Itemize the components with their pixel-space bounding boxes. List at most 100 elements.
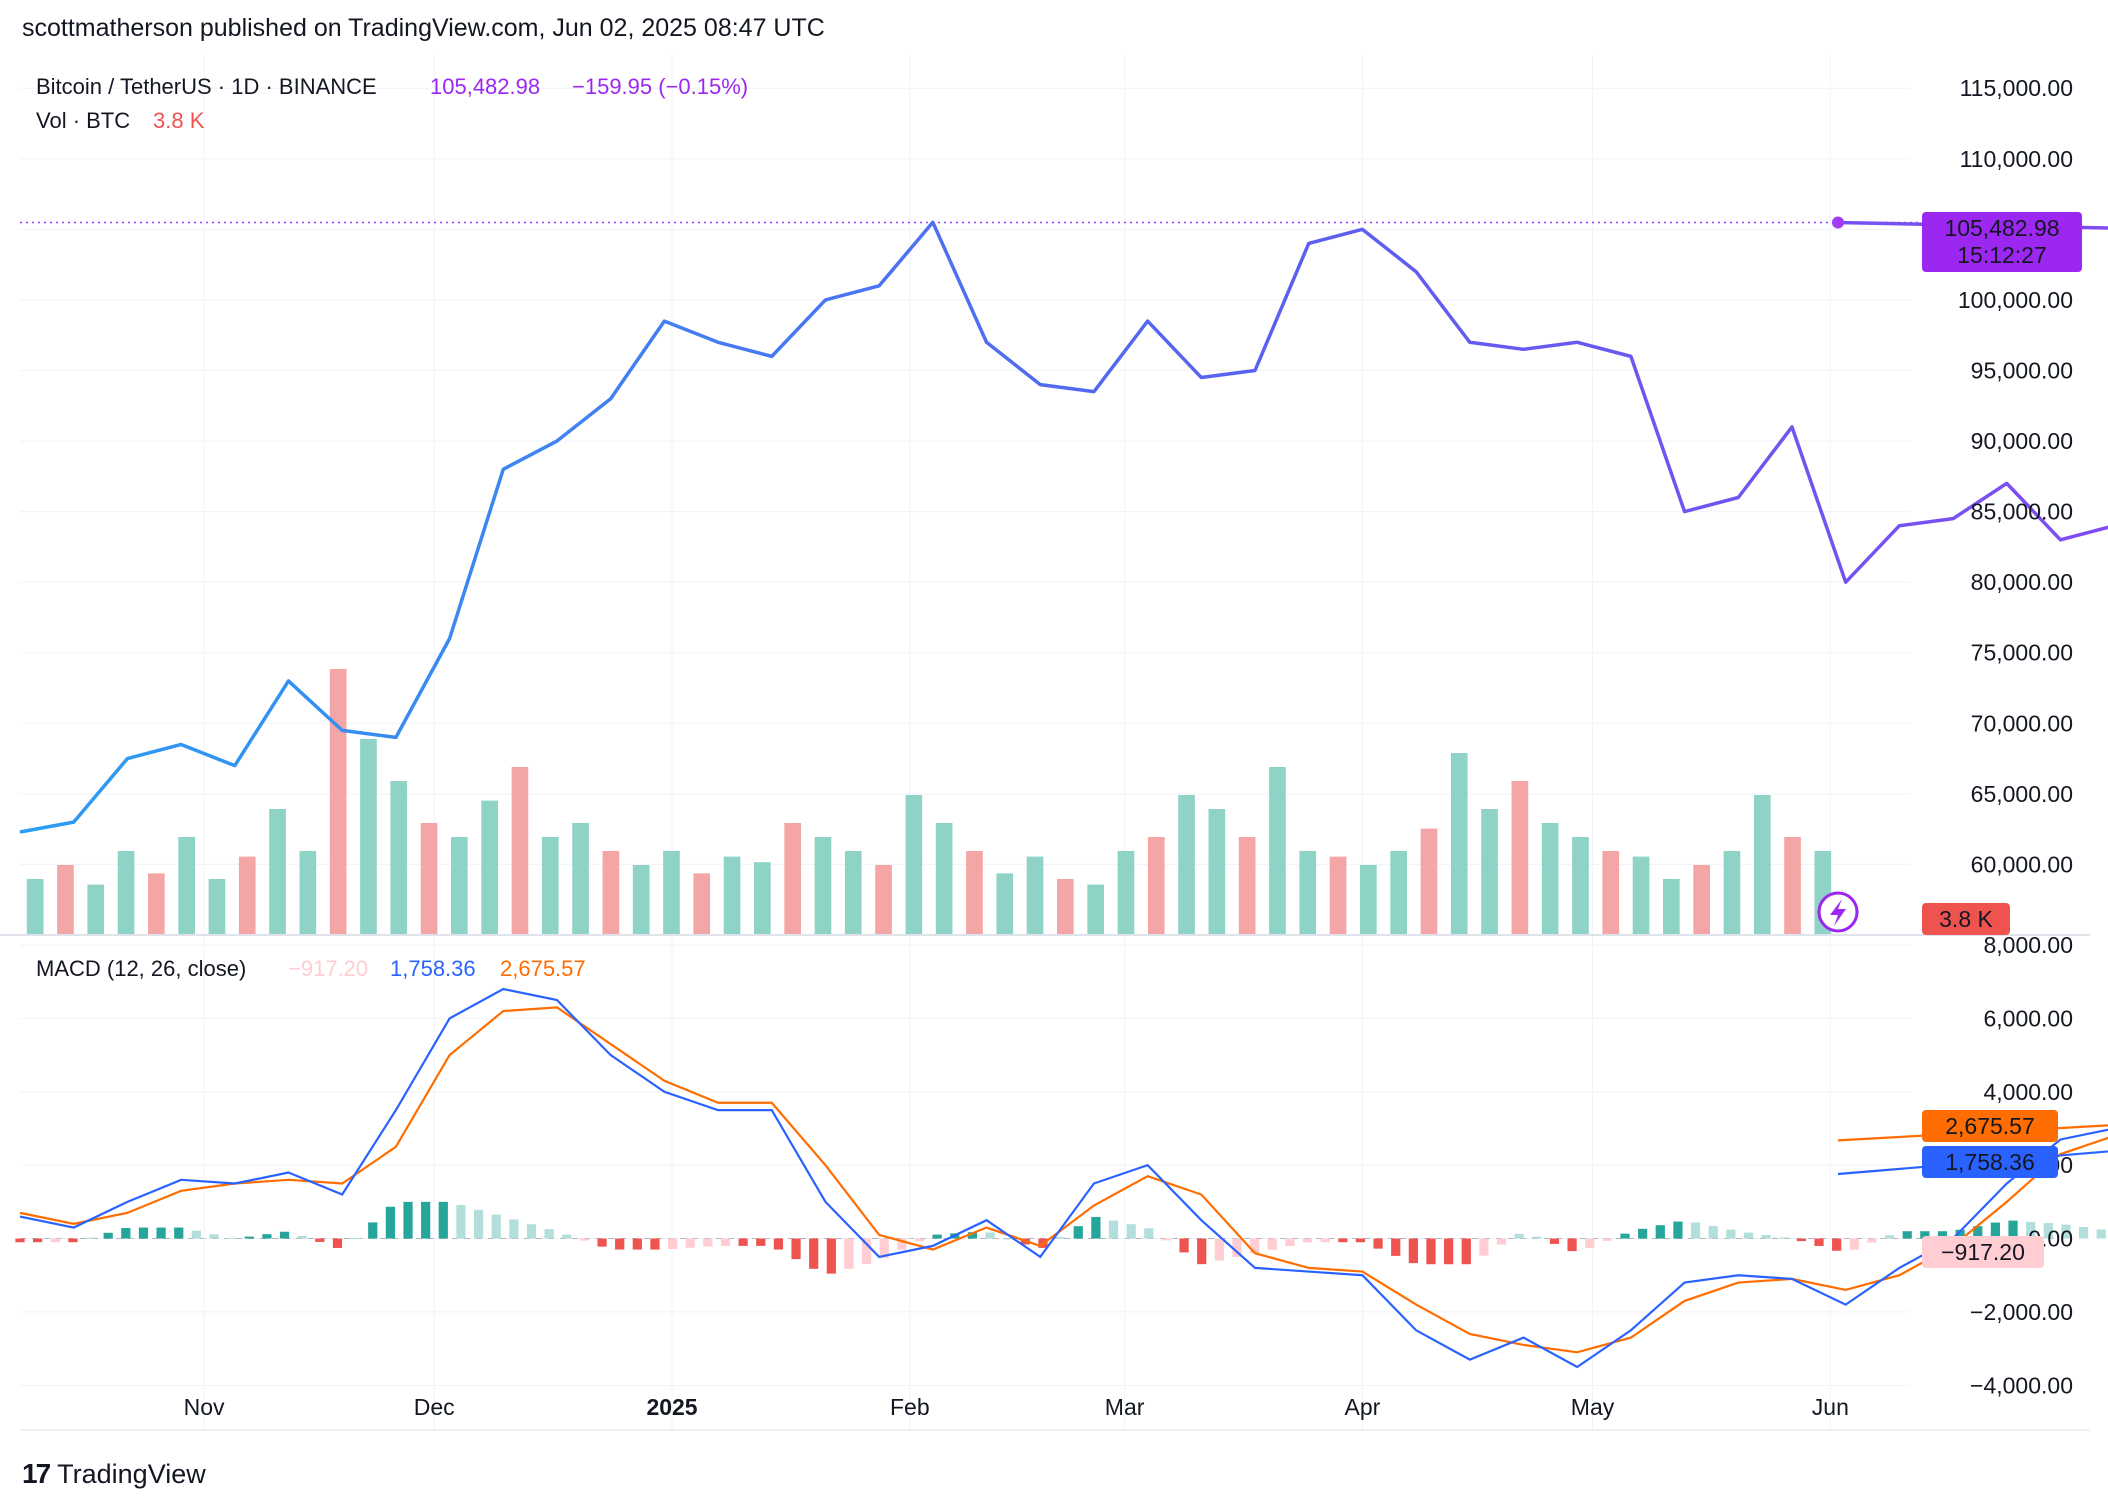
hist-badge-value: −917.20 — [1941, 1239, 2025, 1265]
macd-hist-bar — [1549, 1238, 1560, 1244]
macd-hist-bar — [1073, 1226, 1083, 1239]
macd-hist-bar — [156, 1227, 166, 1239]
date-tick-label: Nov — [184, 1394, 225, 1420]
macd-hist-bar — [421, 1201, 431, 1239]
volume-bar — [572, 823, 589, 935]
volume-bar — [1450, 753, 1468, 935]
volume-bar — [1390, 851, 1407, 935]
volume-bar — [481, 800, 498, 935]
macd-hist-bar — [403, 1201, 413, 1239]
macd-hist-bar — [350, 1238, 360, 1240]
macd-tick-label: 6,000.00 — [1983, 1005, 2073, 1031]
volume-bar — [1420, 828, 1438, 935]
tradingview-footer[interactable]: 17 TradingView — [22, 1458, 206, 1490]
tradingview-brand: TradingView — [57, 1458, 206, 1489]
macd-hist-bar — [1161, 1238, 1172, 1241]
macd-hist-bar — [1302, 1238, 1313, 1243]
date-tick-label: Feb — [890, 1394, 930, 1420]
macd-hist-bar — [1884, 1235, 1895, 1239]
volume-bar — [269, 809, 286, 935]
macd-hist-bar — [385, 1206, 395, 1239]
volume-bar — [1208, 809, 1226, 935]
macd-hist-value: −917.20 — [288, 956, 368, 981]
macd-hist-bar — [1761, 1235, 1771, 1239]
macd-hist-bar — [1708, 1226, 1718, 1239]
date-tick-label: Dec — [414, 1394, 455, 1420]
macd-hist-bar — [456, 1204, 466, 1239]
volume-bar — [87, 884, 105, 935]
macd-hist-bar — [33, 1238, 43, 1243]
macd-hist-bar — [1814, 1238, 1824, 1246]
macd-hist-bar — [597, 1238, 607, 1247]
macd-line — [19, 987, 2108, 1369]
volume-bar — [1511, 781, 1529, 935]
macd-hist-bar — [2061, 1224, 2071, 1239]
volume-badge-value: 3.8 K — [1939, 906, 1993, 932]
grid — [20, 55, 2060, 1430]
macd-hist-bar — [791, 1238, 801, 1260]
macd-signal-value: 2,675.57 — [500, 956, 586, 981]
volume-bar — [1481, 809, 1498, 935]
macd-hist-bar — [738, 1238, 748, 1246]
macd-tick-label: −4,000.00 — [1970, 1372, 2073, 1398]
macd-hist-bar — [491, 1214, 501, 1239]
volume-bar — [360, 739, 377, 935]
volume-label: Vol · BTC — [36, 108, 130, 133]
volume-bar — [784, 823, 801, 935]
volume-bar — [663, 851, 680, 935]
macd-hist-bar — [174, 1227, 184, 1239]
volume-bar — [178, 837, 195, 935]
macd-hist-bar — [1479, 1238, 1489, 1256]
volume-bar — [451, 837, 468, 935]
macd-hist-bar — [1796, 1238, 1806, 1242]
legend-main: Bitcoin / TetherUS · 1D · BINANCE 105,48… — [36, 74, 748, 981]
volume-bar — [1784, 837, 1801, 935]
volume-bar — [1147, 837, 1165, 935]
volume-bar — [390, 781, 408, 935]
volume-bar — [1178, 795, 1195, 935]
macd-hist-bar — [544, 1229, 554, 1239]
macd-hist-bar — [1373, 1238, 1383, 1249]
volume-bar — [996, 873, 1014, 935]
macd-hist-bar — [1250, 1238, 1260, 1254]
volume-bar — [117, 851, 135, 935]
volume-bar — [26, 879, 44, 935]
macd-hist-bar — [1673, 1221, 1683, 1239]
macd-lines[interactable] — [19, 987, 2108, 1369]
lightning-icon[interactable] — [1817, 891, 1859, 933]
macd-hist-bar — [685, 1238, 695, 1248]
volume-bar — [420, 823, 438, 935]
volume-bar — [1269, 767, 1286, 935]
macd-label: MACD (12, 26, close) — [36, 956, 246, 981]
macd-hist-bar — [2026, 1221, 2036, 1239]
volume-bar — [1663, 879, 1680, 935]
volume-bar — [875, 865, 892, 935]
volume-bar — [1117, 851, 1135, 935]
volume-bar — [1753, 795, 1771, 935]
macd-hist-bar — [1514, 1233, 1524, 1239]
price-tick-label: 115,000.00 — [1960, 75, 2073, 101]
signal-line — [19, 1006, 2108, 1354]
macd-hist-bar — [1444, 1238, 1454, 1265]
macd-hist-bar — [227, 1237, 237, 1239]
date-tick-label: 2025 — [646, 1394, 697, 1420]
signal-badge-value: 2,675.57 — [1945, 1113, 2035, 1139]
macd-hist-bar — [1743, 1232, 1754, 1239]
axes: 60,000.00 65,000.00 70,000.00 75,000.00 80,0… — [0, 75, 2090, 1431]
volume-bar — [935, 823, 953, 935]
macd-hist-bar — [1655, 1225, 1665, 1239]
macd-hist-bar — [50, 1238, 60, 1243]
volume-bar — [1602, 851, 1620, 935]
countdown-value: 15:12:27 — [1957, 242, 2047, 268]
published-header: scottmatherson published on TradingView.… — [22, 14, 825, 42]
macd-hist-bar — [1391, 1238, 1401, 1256]
price-tick-label: 100,000.00 — [1958, 287, 2073, 313]
volume-bar — [1632, 856, 1650, 935]
macd-hist-bar — [1620, 1233, 1630, 1239]
macd-hist-bar — [1338, 1238, 1348, 1243]
macd-hist-bar — [473, 1209, 484, 1239]
macd-hist-bar — [650, 1238, 660, 1250]
price-tick-label: 65,000.00 — [1971, 781, 2073, 807]
price-line[interactable] — [19, 145, 2108, 834]
